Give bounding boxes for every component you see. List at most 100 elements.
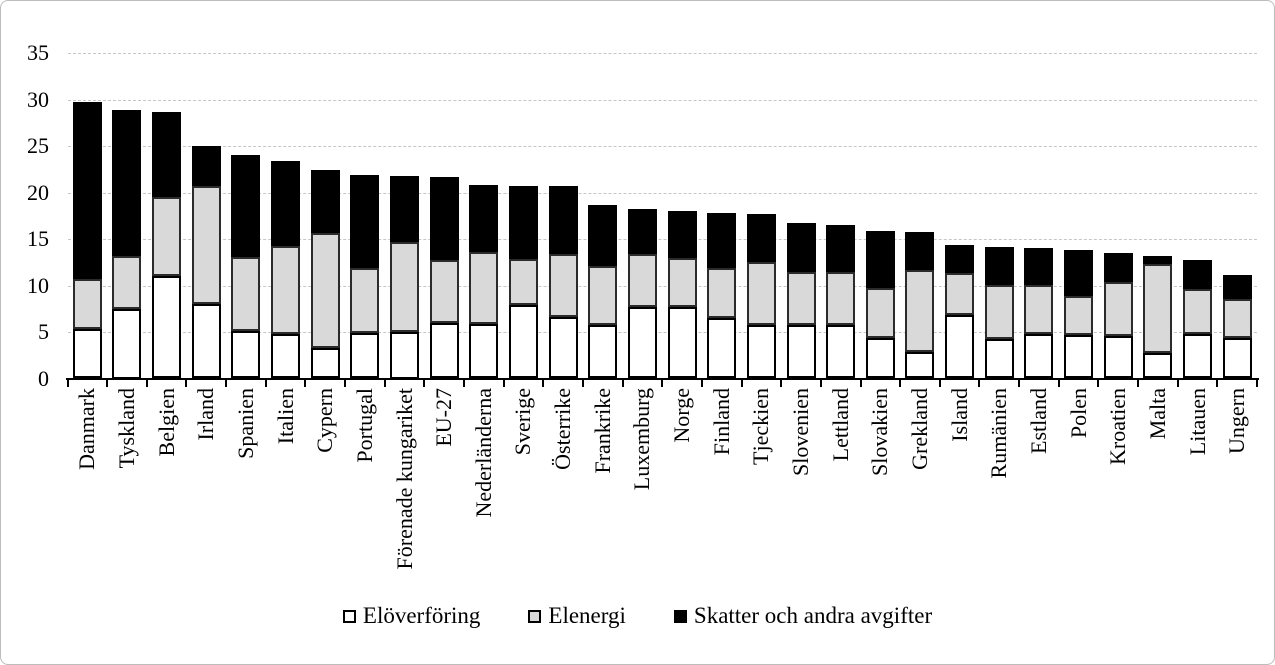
bar-segment-eu-27-1: [429, 260, 459, 323]
gridline-25: [67, 146, 1257, 147]
bar-segment-rum-nien-0: [984, 338, 1014, 379]
x-axis-label-text: Rumänien: [986, 388, 1012, 479]
bar-segment-finland-0: [707, 318, 737, 379]
x-axis-label-text: Tjeckien: [748, 388, 774, 465]
bar-segment-rum-nien-2: [984, 247, 1014, 285]
bar-segment-f-renade-kungariket-2: [390, 175, 420, 242]
bar-segment-spanien-0: [231, 331, 261, 379]
x-axis-tick: [383, 379, 386, 387]
x-axis-tick: [1097, 379, 1100, 387]
x-axis-label-text: Norge: [669, 388, 695, 443]
x-axis-label-text: Sverige: [510, 388, 536, 456]
bar-segment-lettland-1: [826, 272, 856, 326]
x-axis-tick: [145, 379, 148, 387]
gridline-35: [67, 53, 1257, 54]
x-axis-label-text: Slovakien: [867, 388, 893, 476]
bar-segment-slovakien-1: [865, 288, 895, 338]
x-axis-tick: [1137, 379, 1140, 387]
bar-segment-irland-1: [191, 185, 221, 305]
bar-segment-danmark-0: [72, 329, 102, 379]
bar-segment-kroatien-1: [1103, 281, 1133, 336]
bar-segment-estland-1: [1024, 284, 1054, 334]
bar-segment-spanien-1: [231, 256, 261, 332]
x-axis-tick: [1256, 379, 1258, 387]
bar-segment-slovakien-0: [865, 337, 895, 379]
y-axis-label-15: 15: [27, 226, 49, 251]
x-axis-tick: [859, 379, 862, 387]
bar-segment-grekland-2: [905, 231, 935, 270]
x-axis-tick: [780, 379, 783, 387]
bar-segment-polen-0: [1064, 334, 1094, 379]
bar-segment-island-1: [945, 273, 975, 316]
bar-segment-nederl-nderna-1: [469, 252, 499, 324]
x-axis-label-text: Belgien: [153, 388, 179, 457]
bar-segment-cypern-0: [310, 347, 340, 379]
legend-item-elenergi: Elenergi: [528, 603, 626, 629]
bar-segment-italien-2: [271, 160, 301, 247]
x-axis-tick: [700, 379, 703, 387]
bar-segment-grekland-0: [905, 352, 935, 379]
bar-segment-cypern-2: [310, 170, 340, 234]
bar-segment-tjeckien-2: [746, 213, 776, 263]
x-axis-label-text: Ungern: [1224, 388, 1250, 454]
x-axis-label-text: Cypern: [312, 388, 338, 453]
bar-segment-malta-0: [1143, 353, 1173, 379]
bar-segment-ungern-1: [1222, 299, 1252, 338]
bar-segment-luxemburg-1: [627, 253, 657, 307]
bar-segment-finland-2: [707, 212, 737, 268]
x-axis-label-text: Malta: [1144, 388, 1170, 440]
bar-segment-f-renade-kungariket-1: [390, 241, 420, 332]
legend-item-skatter: Skatter och andra avgifter: [673, 603, 933, 629]
legend-label-elenergi: Elenergi: [548, 603, 626, 628]
bar-segment-sverige-1: [508, 258, 538, 306]
bar-segment-tyskland-1: [112, 255, 142, 309]
x-axis-label-text: Frankrike: [589, 388, 615, 474]
bar-segment-nederl-nderna-0: [469, 323, 499, 379]
bar-segment-italien-0: [271, 333, 301, 379]
bar-segment-island-0: [945, 315, 975, 379]
bar-segment-polen-1: [1064, 295, 1094, 335]
x-axis-label-text: Slovenien: [788, 388, 814, 476]
y-axis-label-0: 0: [38, 365, 49, 391]
x-axis-tick: [621, 379, 624, 387]
bar-segment-luxemburg-2: [627, 209, 657, 254]
bar-segment-slovenien-2: [786, 223, 816, 273]
x-axis-tick: [1216, 379, 1219, 387]
legend-label-eloverforing: Elöverföring: [362, 603, 481, 628]
x-axis-label-text: Luxemburg: [629, 388, 655, 491]
bar-segment-grekland-1: [905, 269, 935, 353]
gridline-20: [67, 192, 1257, 194]
bar-segment-frankrike-0: [588, 324, 618, 379]
bar-segment-spanien-2: [231, 155, 261, 257]
bar-segment-cypern-1: [310, 233, 340, 348]
x-axis-tick: [978, 379, 981, 387]
x-axis-label-text: Portugal: [351, 388, 377, 463]
bar-segment-lettland-0: [826, 325, 856, 379]
bar-segment-slovenien-0: [786, 325, 816, 379]
y-axis-label-30: 30: [27, 86, 49, 112]
bar-segment--sterrike-2: [548, 185, 578, 254]
x-axis-label-text: Spanien: [232, 388, 258, 459]
x-axis-tick: [542, 379, 545, 387]
x-axis-tick: [106, 379, 109, 387]
x-axis-label-text: Irland: [193, 388, 219, 441]
x-axis-tick: [264, 379, 267, 387]
bar-segment--sterrike-1: [548, 253, 578, 318]
y-axis-label-10: 10: [27, 272, 49, 298]
gridline-15: [67, 239, 1257, 240]
bar-segment-norge-0: [667, 306, 697, 379]
x-axis-label-text: Finland: [708, 388, 734, 456]
bar-segment-slovenien-1: [786, 272, 816, 326]
bar-segment-island-2: [945, 244, 975, 274]
bar-segment-irland-0: [191, 304, 221, 379]
legend-label-skatter: Skatter och andra avgifter: [693, 603, 933, 628]
bar-segment-tyskland-0: [112, 308, 142, 379]
x-axis-tick: [344, 379, 347, 387]
x-axis-label-text: Österrike: [550, 388, 576, 470]
bar-segment-litauen-2: [1183, 260, 1213, 290]
bar-segment-danmark-2: [72, 102, 102, 279]
bar-segment-malta-2: [1143, 255, 1173, 265]
x-axis-tick: [740, 379, 743, 387]
bar-segment-irland-2: [191, 146, 221, 186]
